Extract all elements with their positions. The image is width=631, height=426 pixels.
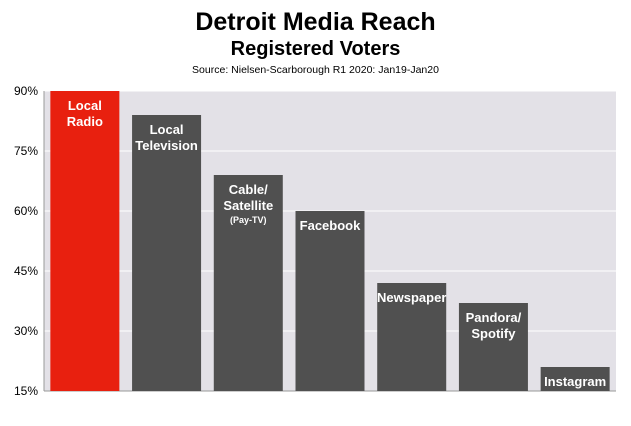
bar-label: Instagram [544,374,606,389]
bar-label: Satellite [223,198,273,213]
bar-label: Pandora/ [466,310,522,325]
bar [377,283,447,391]
bar [213,175,283,391]
bar-label: Television [135,138,198,153]
y-tick-label: 15% [14,384,38,398]
chart-subtitle: Registered Voters [230,38,401,60]
bar-label: Local [150,122,184,137]
chart-title: Detroit Media Reach [195,8,436,36]
bar [540,367,610,391]
y-tick-label: 90% [14,84,38,98]
bar-sublabel: (Pay-TV) [230,215,267,225]
bar [132,115,202,391]
y-tick-label: 60% [14,204,38,218]
bar [295,211,365,391]
bar-label: Local [68,98,102,113]
bar-label: Cable/ [229,182,268,197]
y-tick-label: 45% [14,264,38,278]
y-tick-label: 75% [14,144,38,158]
bar-label: Newspaper [377,290,446,305]
bar-label: Facebook [300,218,361,233]
y-tick-label: 30% [14,324,38,338]
bar [50,91,120,391]
bar-label: Radio [67,114,103,129]
chart-source: Source: Nielsen-Scarborough R1 2020: Jan… [192,64,439,76]
bar-label: Spotify [471,326,516,341]
bar [458,303,528,391]
